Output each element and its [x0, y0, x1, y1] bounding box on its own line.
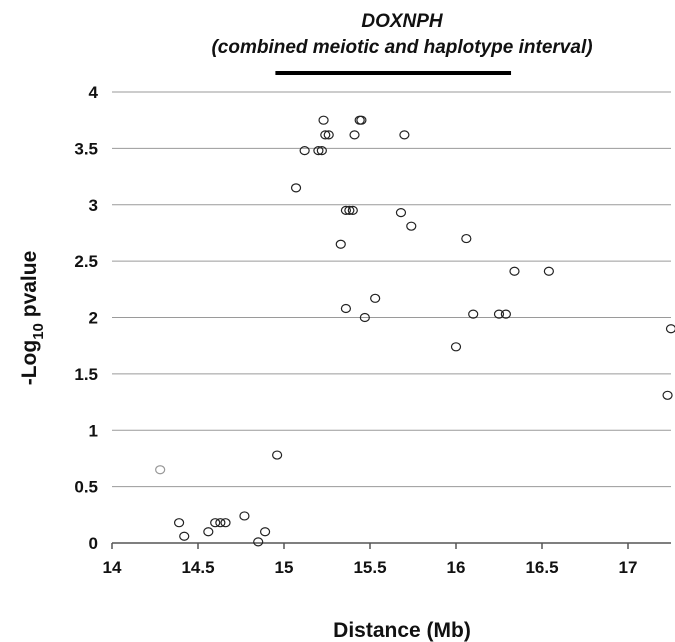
x-tick-label: 17 — [619, 558, 638, 577]
y-tick-labels: 0 0.5 1 1.5 2 2.5 3 3.5 4 — [74, 83, 98, 553]
y-axis-title-subscript: 10 — [30, 323, 47, 340]
data-point — [662, 390, 673, 400]
y-axis-title-prefix: -Log — [18, 340, 41, 385]
x-tick-label: 14 — [103, 558, 122, 577]
data-point — [359, 312, 370, 323]
data-point — [340, 303, 352, 314]
x-axis-title: Distance (Mb) — [333, 619, 471, 642]
data-point — [215, 518, 226, 528]
x-tick-label: 16 — [447, 558, 466, 577]
data-point — [290, 183, 302, 193]
data-point — [493, 309, 505, 319]
x-tick-label: 14.5 — [181, 558, 214, 577]
data-point — [543, 266, 554, 276]
y-tick-label: 0.5 — [74, 478, 98, 497]
data-point — [318, 115, 329, 125]
y-tick-label: 4 — [89, 83, 99, 102]
data-point — [406, 221, 417, 231]
y-tick-label: 3.5 — [74, 139, 98, 158]
x-tick-label: 16.5 — [525, 558, 558, 577]
chart-subtitle: (combined meiotic and haplotype interval… — [211, 37, 592, 58]
data-point — [347, 205, 358, 215]
data-point — [335, 239, 346, 249]
data-point — [509, 266, 520, 276]
data-point — [210, 518, 221, 528]
data-point — [220, 518, 231, 528]
data-point — [179, 531, 190, 541]
y-axis-title-suffix: pvalue — [18, 251, 41, 323]
data-point — [313, 146, 324, 156]
data-point — [272, 450, 283, 460]
x-tick-labels: 14 14.5 15 15.5 16 16.5 17 — [103, 558, 638, 577]
data-point — [340, 205, 352, 215]
y-tick-label: 2 — [89, 309, 98, 328]
x-tick-label: 15.5 — [353, 558, 386, 577]
y-tick-label: 1 — [89, 421, 98, 440]
data-points — [155, 115, 675, 547]
y-axis-title: -Log10 pvalue — [18, 251, 47, 386]
x-ticks — [111, 543, 629, 549]
data-point — [349, 130, 360, 140]
data-point — [450, 342, 462, 352]
data-point — [253, 537, 264, 547]
data-point — [468, 309, 479, 319]
x-tick-label: 15 — [275, 558, 294, 577]
data-point — [316, 146, 327, 156]
y-tick-label: 0 — [89, 534, 98, 553]
data-point — [395, 208, 407, 218]
data-point — [259, 527, 271, 537]
data-point — [203, 527, 214, 537]
chart-title: DOXNPH — [361, 11, 444, 32]
y-tick-label: 2.5 — [74, 252, 98, 271]
data-point — [344, 205, 355, 215]
data-point — [500, 309, 511, 319]
data-point — [239, 511, 250, 521]
y-tick-label: 3 — [89, 196, 98, 215]
data-point — [370, 293, 381, 303]
data-point — [173, 518, 185, 528]
data-point — [299, 146, 310, 156]
data-point — [461, 233, 472, 244]
data-point — [155, 465, 166, 475]
data-point — [320, 130, 331, 140]
data-point — [399, 130, 410, 140]
data-point — [665, 324, 675, 334]
y-tick-label: 1.5 — [74, 365, 98, 384]
data-point — [323, 130, 334, 140]
grid-lines — [112, 91, 671, 488]
data-point — [356, 115, 367, 125]
